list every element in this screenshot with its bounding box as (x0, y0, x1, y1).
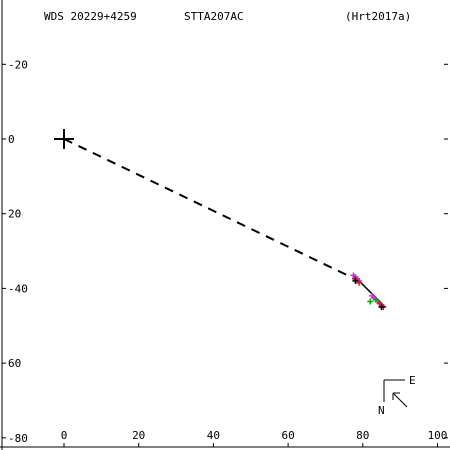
data-point (372, 296, 379, 303)
compass-east-label: E (409, 374, 416, 387)
data-point (352, 277, 359, 284)
y-tick-label: -40 (8, 282, 28, 295)
compass-north-label: N (378, 404, 385, 417)
y-tick-label: 0 (8, 133, 15, 146)
orbit-fit-line (352, 274, 386, 308)
x-tick-label: 40 (207, 429, 220, 442)
header-left: WDS 20229+4259 (44, 10, 137, 23)
observation-points (350, 272, 387, 311)
x-tick-label: 60 (281, 429, 294, 442)
y-tick-label: -80 (8, 432, 28, 445)
x-tick-label: 20 (132, 429, 145, 442)
compass-arrow-shaft (392, 392, 408, 408)
data-point (367, 298, 374, 305)
axis-ticks (2, 63, 448, 447)
axis-tick-labels: 0 20 40 60 80 100 -20 0 20 -40 60 -80 (8, 58, 448, 445)
y-tick-label: -20 (8, 58, 28, 71)
data-point (376, 300, 383, 307)
x-tick-label: 80 (356, 429, 369, 442)
data-point (378, 304, 385, 311)
primary-star-marker (54, 129, 74, 149)
header-right: (Hrt2017a) (345, 10, 411, 23)
x-tick-label: 100 (428, 429, 448, 442)
y-tick-label: 20 (8, 208, 21, 221)
dashed-connector-line (63, 138, 356, 280)
header-center: STTA207AC (184, 10, 244, 23)
x-tick-label: 0 (61, 429, 68, 442)
compass: E N (378, 374, 416, 417)
data-point (356, 279, 363, 286)
y-tick-label: 60 (8, 357, 21, 370)
